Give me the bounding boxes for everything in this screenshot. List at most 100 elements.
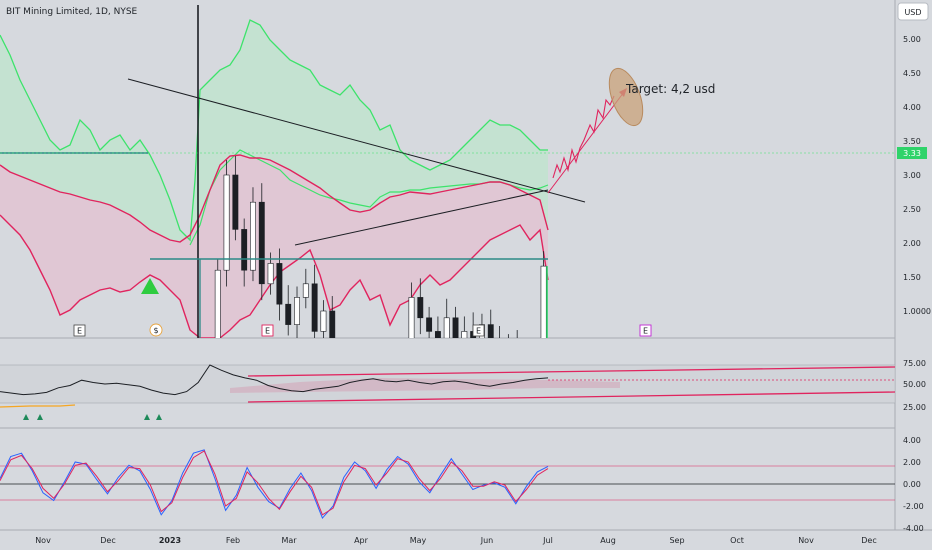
candle-body [408, 297, 415, 338]
time-tick: Apr [354, 536, 369, 545]
price-tick: 1.50 [903, 273, 921, 282]
currency-label: USD [904, 8, 921, 17]
rsi-tick: 25.00 [903, 403, 926, 412]
price-tick: 5.00 [903, 35, 921, 44]
time-tick: Dec [861, 536, 876, 545]
time-tick: Nov [35, 536, 51, 545]
event-marker-earnings[interactable] [73, 324, 86, 337]
time-tick: Mar [281, 536, 297, 545]
time-tick: Aug [600, 536, 616, 545]
candle-body [434, 331, 441, 338]
rsi-tick: 75.00 [903, 359, 926, 368]
rsi-signal-triangle [37, 414, 43, 420]
event-marker-label: E [265, 327, 270, 336]
stoch-tick: -4.00 [903, 524, 924, 533]
time-axis[interactable]: Nov Dec 2023 Feb Mar Apr May Jun Jul Aug… [35, 536, 877, 545]
candle-body [214, 269, 221, 338]
price-tick: 4.50 [903, 69, 921, 78]
price-tick: 2.00 [903, 239, 921, 248]
candle-body [294, 297, 300, 325]
event-markers: E $ E E E [73, 323, 652, 337]
time-tick: Dec [100, 536, 115, 545]
event-marker-label: E [77, 327, 82, 336]
price-tick: 3.50 [903, 137, 921, 146]
currency-button[interactable] [897, 2, 929, 21]
candle-body [426, 317, 433, 332]
rsi-signal-triangle [156, 414, 162, 420]
time-tick: Jun [480, 536, 494, 545]
price-axis[interactable]: 5.00 4.50 4.00 3.50 3.00 2.50 2.00 1.50 … [897, 35, 931, 316]
candle-body [311, 283, 318, 332]
rsi-signal-triangle [23, 414, 29, 420]
candle-body [329, 310, 336, 338]
stoch-tick: -2.00 [903, 502, 924, 511]
buy-signal-triangle [141, 278, 159, 294]
band-fill-red [0, 155, 548, 338]
rsi-axis[interactable]: 75.00 50.00 25.00 [903, 359, 926, 412]
band-fill-green [0, 20, 548, 242]
band-middle-line [0, 154, 549, 243]
event-marker-label: E [643, 327, 648, 336]
stochastic-panel [0, 449, 895, 520]
band-upper-line [0, 19, 548, 242]
price-badge-label: 3.33 [903, 149, 921, 158]
candle-body [285, 303, 292, 325]
time-tick: Oct [730, 536, 744, 545]
rsi-tick: 50.00 [903, 380, 926, 389]
time-tick: Feb [226, 536, 240, 545]
price-tick: 4.00 [903, 103, 921, 112]
resistance-trendline [127, 78, 586, 203]
time-tick: 2023 [159, 536, 181, 545]
rsi-orange-line [0, 404, 76, 408]
price-tick: 2.50 [903, 205, 921, 214]
stoch-tick: 2.00 [903, 458, 921, 467]
candle-body [267, 263, 274, 285]
candlestick-series [197, 5, 548, 338]
stoch-tick: 0.00 [903, 480, 921, 489]
price-tick: 1.0000 [903, 307, 931, 316]
event-marker-label: E [476, 327, 481, 336]
stoch-d-line [0, 450, 549, 516]
event-marker-dividend[interactable] [149, 323, 163, 337]
event-marker-earnings[interactable] [639, 324, 652, 337]
time-tick: Jul [542, 536, 553, 545]
forecast-arrow [547, 91, 625, 194]
rsi-shaded-zone [230, 378, 620, 393]
rsi-signal-triangle [144, 414, 150, 420]
candle-body [452, 317, 459, 338]
support-trendline [294, 189, 549, 246]
stochastic-axis[interactable]: 4.00 2.00 0.00 -2.00 -4.00 [903, 436, 924, 533]
time-tick: May [410, 536, 427, 545]
target-ellipse [608, 67, 644, 127]
candle-body [241, 229, 248, 271]
candle-body [461, 331, 468, 338]
rsi-band-background [0, 365, 895, 403]
symbol-title: BIT Mining Limited, 1D, NYSE [6, 7, 138, 17]
candle-body [443, 317, 450, 338]
event-marker-earnings[interactable] [261, 324, 274, 337]
stoch-tick: 4.00 [903, 436, 921, 445]
rsi-channel-upper [247, 366, 896, 377]
event-marker-label: $ [153, 326, 158, 335]
candle-body [232, 174, 239, 230]
candle-body [487, 324, 494, 338]
rsi-channel-lower [247, 391, 896, 403]
candle-body [320, 310, 327, 332]
price-panel [0, 5, 895, 338]
event-marker-earnings[interactable] [472, 324, 485, 337]
candle-body [250, 201, 256, 271]
candle-body [223, 174, 230, 271]
candle-body [258, 201, 265, 285]
time-tick: Nov [798, 536, 814, 545]
candle-body [276, 263, 283, 305]
target-label: Target: 4,2 usd [625, 82, 715, 96]
candle-body [417, 297, 424, 319]
price-badge [897, 147, 927, 159]
forecast-path [552, 95, 615, 179]
time-tick: Sep [669, 536, 684, 545]
price-tick: 3.00 [903, 171, 921, 180]
rsi-panel [0, 364, 896, 420]
candle-body [302, 283, 309, 298]
